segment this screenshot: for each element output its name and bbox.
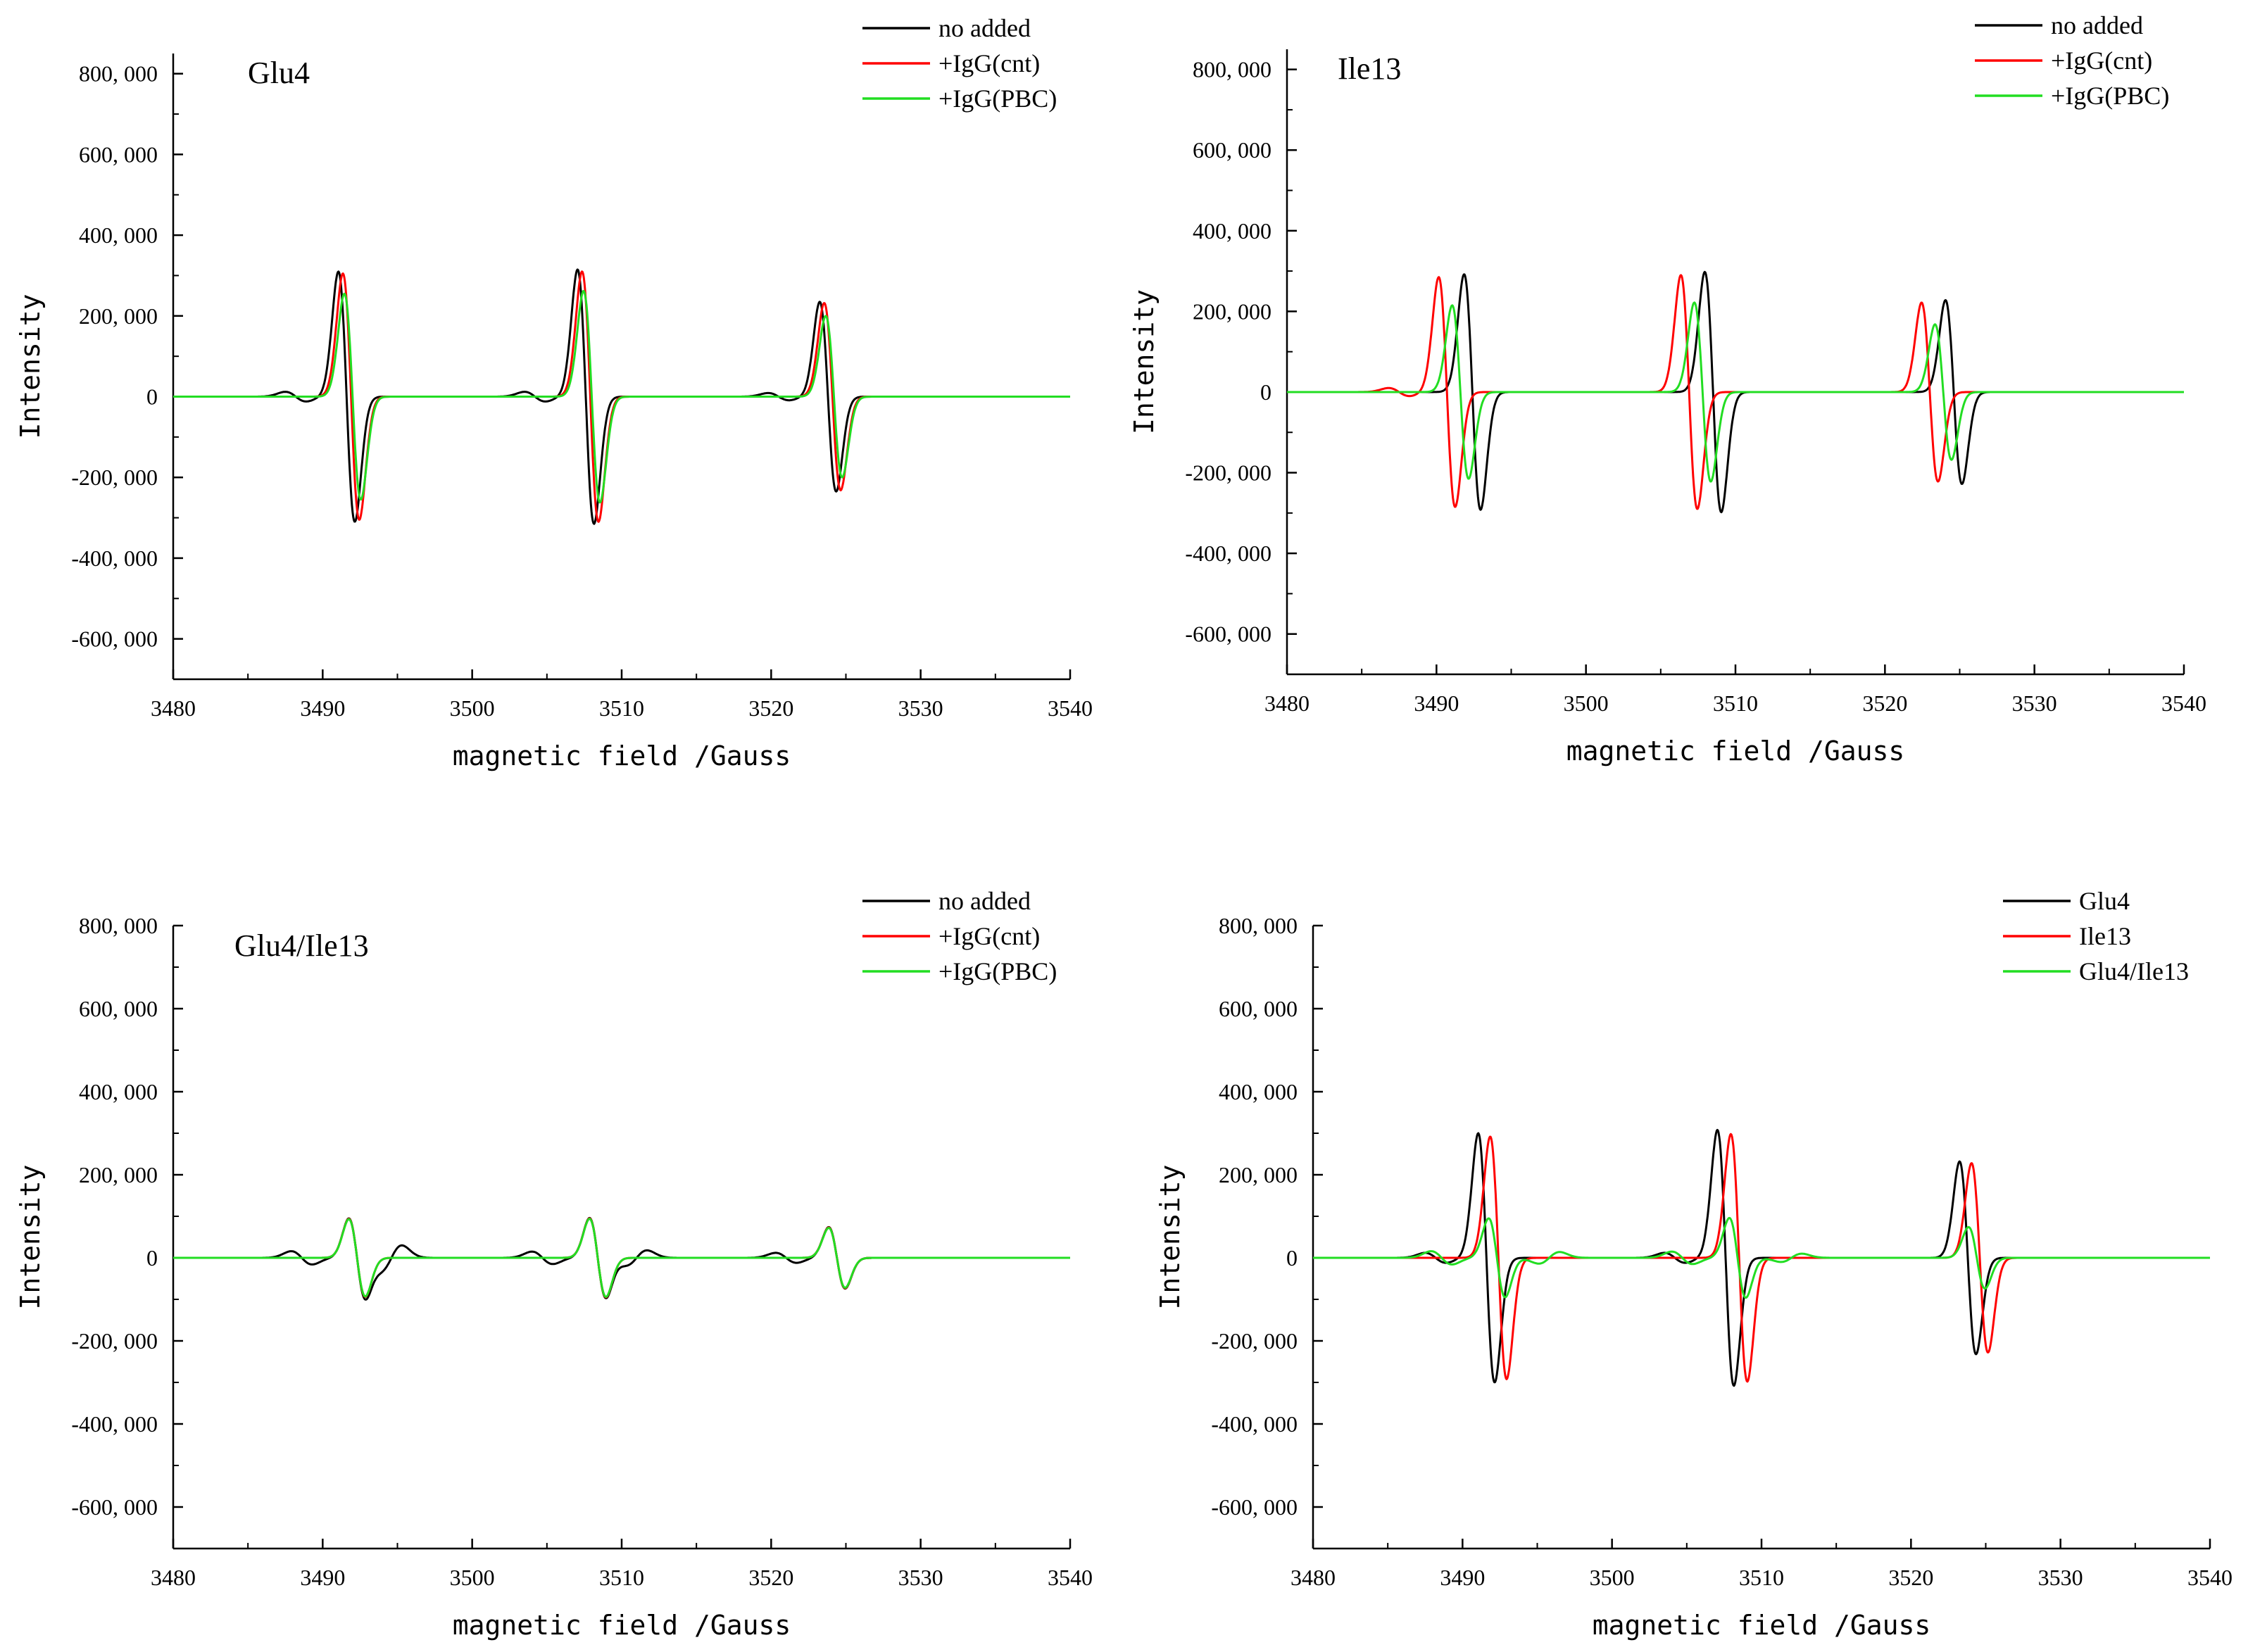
x-tick-label: 3510 — [1713, 691, 1758, 716]
y-tick-label: 200, 000 — [79, 303, 158, 329]
panel-title: Glu4/Ile13 — [234, 928, 369, 963]
x-tick-label: 3510 — [599, 695, 644, 721]
panel-title: Glu4 — [248, 56, 310, 90]
legend-label: +IgG(PBC) — [2051, 82, 2169, 110]
chart-panel-1: 3480 3490 3500 3510 3520 3530 3540 -600, 000 -40… — [15, 14, 1093, 771]
x-tick-label: 3540 — [1048, 1565, 1093, 1590]
y-tick-label: -200, 000 — [71, 1328, 158, 1354]
y-tick-label: -600, 000 — [71, 626, 158, 652]
legend: no added +IgG(cnt) +IgG(PBC) — [1975, 11, 2169, 110]
x-tick-label: 3540 — [1048, 695, 1093, 721]
legend-label: no added — [2051, 11, 2143, 39]
x-tick-label: 3500 — [450, 1565, 495, 1590]
legend: Glu4 Ile13 Glu4/Ile13 — [2003, 887, 2189, 985]
series-line-igg-pbc — [172, 290, 1071, 504]
x-tick-label: 3520 — [748, 1565, 793, 1590]
panel-title: Ile13 — [1338, 51, 1401, 86]
x-tick-label: 3480 — [1264, 691, 1310, 716]
x-axis-title: magnetic field /Gauss — [1593, 1610, 1930, 1641]
y-tick-label: 800, 000 — [79, 61, 158, 87]
x-tick-label: 3490 — [1414, 691, 1459, 716]
x-tick-label: 3520 — [748, 695, 793, 721]
y-tick-label: 400, 000 — [1219, 1079, 1298, 1104]
series-line-glu4-ile13 — [1312, 1216, 2211, 1299]
y-axis-title: Intensity — [15, 1165, 46, 1310]
x-tick-label: 3490 — [1440, 1565, 1485, 1590]
y-tick-label: -200, 000 — [71, 465, 158, 490]
y-tick-label: -200, 000 — [1185, 460, 1271, 486]
x-tick-label: 3530 — [898, 1565, 943, 1590]
legend-label: +IgG(PBC) — [938, 84, 1057, 113]
y-tick-label: 200, 000 — [1219, 1162, 1298, 1187]
x-tick-label: 3500 — [1590, 1565, 1635, 1590]
legend: no added +IgG(cnt) +IgG(PBC) — [862, 887, 1057, 985]
legend-label: no added — [938, 887, 1031, 915]
y-tick-label: -400, 000 — [71, 546, 158, 571]
y-tick-label: -600, 000 — [1185, 622, 1271, 647]
legend-label: no added — [938, 14, 1031, 42]
legend-label: +IgG(cnt) — [938, 49, 1040, 77]
chart-panel-4: 3480 3490 3500 3510 3520 3530 3540 -600, 000 -40… — [1155, 887, 2233, 1641]
x-tick-label: 3480 — [151, 695, 196, 721]
y-tick-label: 600, 000 — [1193, 137, 1271, 163]
x-tick-label: 3510 — [599, 1565, 644, 1590]
y-tick-label: 0 — [1260, 379, 1271, 405]
x-tick-label: 3510 — [1739, 1565, 1784, 1590]
y-tick-label: 0 — [146, 1245, 158, 1270]
legend-label: +IgG(PBC) — [938, 957, 1057, 985]
y-tick-label: 600, 000 — [79, 996, 158, 1021]
chart-panel-3: 3480 3490 3500 3510 3520 3530 3540 -600, 000 -40… — [15, 887, 1093, 1641]
x-tick-label: 3490 — [300, 695, 345, 721]
y-tick-label: -400, 000 — [1185, 541, 1271, 566]
y-tick-label: -600, 000 — [1211, 1494, 1298, 1520]
chart-panel-2: 3480 3490 3500 3510 3520 3530 3540 -600, 000 -40… — [1129, 11, 2206, 767]
y-tick-label: 800, 000 — [79, 913, 158, 938]
x-tick-label: 3540 — [2161, 691, 2206, 716]
x-tick-label: 3530 — [2038, 1565, 2083, 1590]
y-tick-label: 200, 000 — [79, 1162, 158, 1187]
y-axis-title: Intensity — [1129, 289, 1160, 434]
y-tick-label: 400, 000 — [79, 222, 158, 248]
x-axis-title: magnetic field /Gauss — [453, 1610, 791, 1641]
y-tick-label: 400, 000 — [79, 1079, 158, 1104]
y-axis-title: Intensity — [15, 294, 46, 439]
series-line-igg-pbc — [172, 1218, 1071, 1298]
x-tick-label: 3540 — [2187, 1565, 2233, 1590]
x-tick-label: 3480 — [151, 1565, 196, 1590]
legend-label: Glu4 — [2079, 887, 2130, 915]
series-line-igg-pbc — [1286, 301, 2185, 483]
y-tick-label: -600, 000 — [71, 1494, 158, 1520]
legend-label: Glu4/Ile13 — [2079, 957, 2189, 985]
x-tick-label: 3500 — [450, 695, 495, 721]
y-tick-label: -400, 000 — [71, 1411, 158, 1437]
legend: no added +IgG(cnt) +IgG(PBC) — [862, 14, 1057, 113]
x-tick-label: 3480 — [1291, 1565, 1336, 1590]
x-tick-label: 3520 — [1888, 1565, 1933, 1590]
y-tick-label: 800, 000 — [1193, 57, 1271, 82]
y-tick-label: -400, 000 — [1211, 1411, 1298, 1437]
x-tick-label: 3490 — [300, 1565, 345, 1590]
x-tick-label: 3500 — [1564, 691, 1609, 716]
legend-label: +IgG(cnt) — [938, 922, 1040, 950]
y-tick-label: 0 — [1286, 1245, 1298, 1270]
y-tick-label: -200, 000 — [1211, 1328, 1298, 1354]
y-tick-label: 400, 000 — [1193, 218, 1271, 244]
x-tick-label: 3530 — [898, 695, 943, 721]
y-axis-title: Intensity — [1155, 1165, 1186, 1310]
y-tick-label: 800, 000 — [1219, 913, 1298, 938]
y-tick-label: 0 — [146, 384, 158, 410]
legend-label: Ile13 — [2079, 922, 2131, 950]
x-tick-label: 3530 — [2012, 691, 2057, 716]
x-axis-title: magnetic field /Gauss — [1566, 736, 1904, 767]
y-tick-label: 600, 000 — [1219, 996, 1298, 1021]
legend-label: +IgG(cnt) — [2051, 46, 2152, 75]
y-tick-label: 200, 000 — [1193, 298, 1271, 324]
x-axis-title: magnetic field /Gauss — [453, 740, 791, 771]
x-tick-label: 3520 — [1862, 691, 1907, 716]
y-tick-label: 600, 000 — [79, 141, 158, 167]
